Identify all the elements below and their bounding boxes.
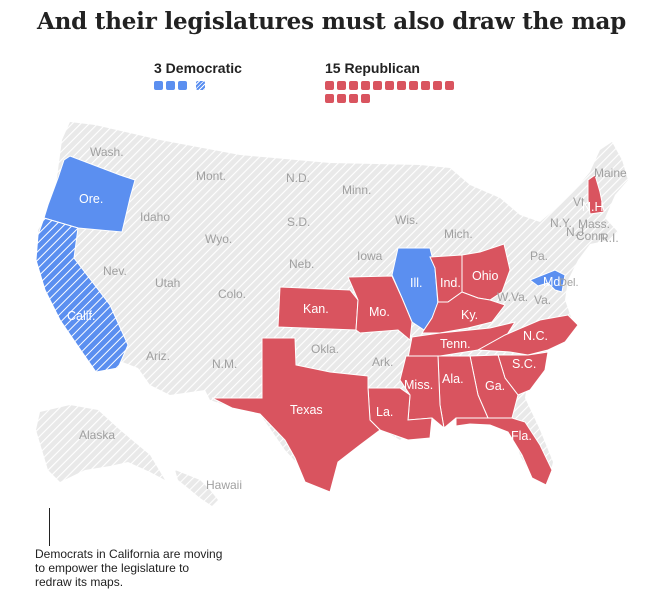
label-wva: W.Va. — [497, 290, 528, 304]
legend-republican-squares-row1 — [325, 81, 457, 91]
state-new-hampshire — [587, 174, 605, 215]
alaska-shape — [36, 405, 165, 482]
label-mont: Mont. — [196, 169, 226, 183]
label-neb: Neb. — [289, 257, 314, 271]
annotation-leader-line — [49, 508, 50, 546]
legend-square — [445, 81, 454, 90]
legend-republican: 15 Republican — [325, 60, 457, 104]
label-vt: Vt. — [573, 195, 588, 209]
label-mich: Mich. — [444, 227, 473, 241]
label-fla: Fla. — [511, 429, 532, 443]
label-maine: Maine — [594, 166, 627, 180]
label-ariz: Ariz. — [146, 349, 170, 363]
state-missouri — [347, 275, 413, 341]
label-tenn: Tenn. — [440, 337, 471, 351]
legend-square — [325, 81, 334, 90]
label-utah: Utah — [155, 276, 180, 290]
label-ind: Ind. — [440, 276, 461, 290]
label-sc: S.C. — [512, 357, 536, 371]
legend-square — [361, 81, 370, 90]
hawaii-shape — [175, 470, 218, 506]
legend-square — [154, 81, 163, 90]
legend-square — [337, 94, 346, 103]
label-alaska: Alaska — [79, 428, 115, 442]
label-iowa: Iowa — [357, 249, 383, 263]
legend-square — [349, 81, 358, 90]
label-ga: Ga. — [485, 379, 505, 393]
label-ill: Ill. — [410, 276, 423, 290]
label-nev: Nev. — [103, 264, 127, 278]
legend-square — [337, 81, 346, 90]
label-ore: Ore. — [79, 192, 103, 206]
label-ohio: Ohio — [472, 269, 498, 283]
state-oregon — [43, 155, 136, 233]
label-kan: Kan. — [303, 302, 329, 316]
label-la: La. — [376, 405, 393, 419]
legend-square-hatched — [196, 81, 205, 90]
label-mo: Mo. — [369, 305, 390, 319]
label-okla: Okla. — [311, 342, 339, 356]
label-texas: Texas — [290, 403, 323, 417]
label-nm: N.M. — [212, 357, 237, 371]
label-wyo: Wyo. — [205, 232, 232, 246]
label-ri: R.I. — [600, 231, 619, 245]
label-ny: N.Y. — [550, 216, 572, 230]
label-va: Va. — [534, 293, 551, 307]
label-miss: Miss. — [404, 378, 433, 392]
legend-square — [385, 81, 394, 90]
annotation-california: Democrats in California are moving to em… — [35, 547, 223, 589]
label-nj: N.J. — [566, 225, 587, 239]
legend-square — [166, 81, 175, 90]
label-md: Md. — [543, 275, 564, 289]
state-florida — [455, 417, 553, 486]
legend-republican-squares-row2 — [325, 94, 457, 104]
state-north-carolina — [476, 314, 579, 356]
label-idaho: Idaho — [140, 210, 170, 224]
legend-square — [349, 94, 358, 103]
label-mass: Mass. — [578, 217, 610, 231]
state-texas — [211, 337, 381, 493]
legend-square — [325, 94, 334, 103]
label-pa: Pa. — [530, 249, 548, 263]
label-ky: Ky. — [461, 308, 478, 322]
label-ark: Ark. — [372, 355, 393, 369]
legend-square — [361, 94, 370, 103]
legend-square — [373, 81, 382, 90]
label-nc: N.C. — [523, 329, 548, 343]
legend-square — [409, 81, 418, 90]
legend-democratic: 3 Democratic — [154, 60, 242, 91]
label-hawaii: Hawaii — [206, 478, 242, 492]
state-kentucky — [421, 291, 506, 334]
legend-square — [397, 81, 406, 90]
state-maryland — [528, 269, 566, 293]
label-minn: Minn. — [342, 183, 371, 197]
legend-democratic-label: 3 Democratic — [154, 60, 242, 76]
label-sd: S.D. — [287, 215, 310, 229]
legend-square — [178, 81, 187, 90]
label-ala: Ala. — [442, 372, 464, 386]
legend-square — [421, 81, 430, 90]
label-conn: Conn. — [576, 229, 608, 243]
label-wis: Wis. — [395, 213, 418, 227]
legend-republican-label: 15 Republican — [325, 60, 420, 76]
label-nh: N.H. — [582, 200, 607, 214]
label-del: Del. — [559, 277, 579, 289]
legend-democratic-squares — [154, 81, 242, 91]
label-calif: Calif. — [67, 309, 95, 323]
label-wash: Wash. — [90, 145, 124, 159]
legend-square — [433, 81, 442, 90]
label-colo: Colo. — [218, 287, 246, 301]
chart-title: And their legislatures must also draw th… — [36, 8, 627, 35]
state-california — [35, 217, 129, 373]
label-nd: N.D. — [286, 171, 310, 185]
